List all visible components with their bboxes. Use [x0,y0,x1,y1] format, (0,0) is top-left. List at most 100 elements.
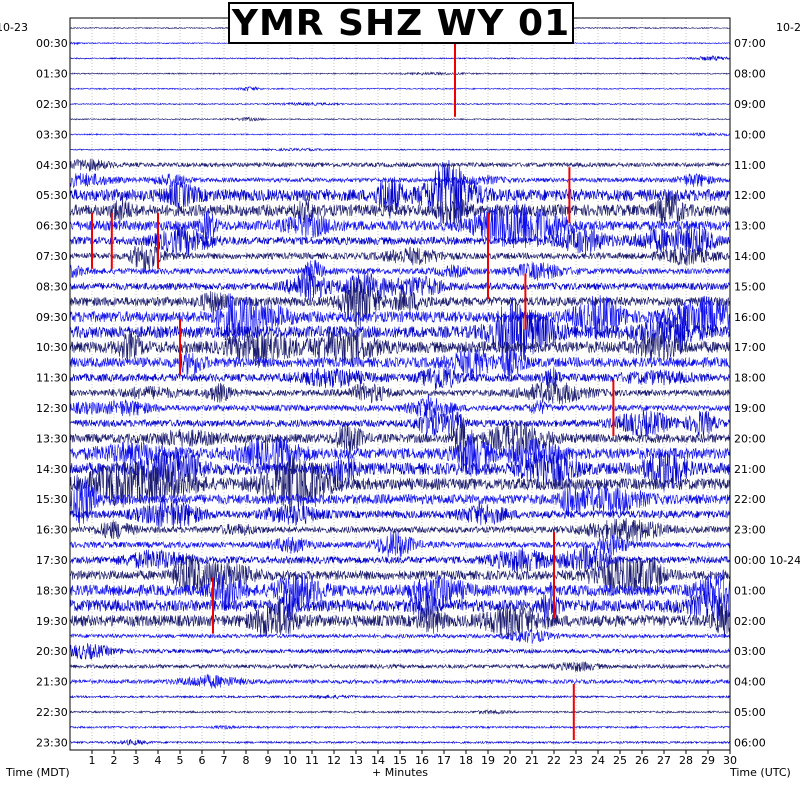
trace-row [69,553,730,596]
chart-title: YMR SHZ WY 01 [231,2,571,44]
trace-row [69,724,730,730]
x-tick-label: 8 [243,754,250,767]
left-time-label: 03:30 [36,128,68,141]
trace-row [69,517,730,542]
right-time-label: 12:00 [734,189,766,202]
x-tick-label: 18 [459,754,473,767]
trace-row [69,407,730,439]
x-tick-label: 23 [569,754,583,767]
x-tick-label: 25 [613,754,627,767]
left-time-label: 06:30 [36,220,68,233]
trace-row [69,259,730,282]
left-time-label: 13:30 [36,432,68,445]
right-time-label: 05:00 [734,706,766,719]
x-tick-label: 13 [349,754,363,767]
x-tick-label: 22 [547,754,561,767]
trace-row [69,277,730,329]
trace-row [69,244,730,272]
x-tick-label: 11 [305,754,319,767]
right-axis-title: Time (UTC) [729,766,791,779]
trace-row [69,600,730,639]
left-time-label: 04:30 [36,159,68,172]
left-time-label: 16:30 [36,524,68,537]
right-time-label: 21:00 [734,463,766,476]
left-time-label: 02:30 [36,98,68,111]
left-time-label: 18:30 [36,584,68,597]
right-time-label: 02:00 [734,615,766,628]
x-tick-label: 21 [525,754,539,767]
right-time-labels: 07:00 08:00 09:00 10:00 11:00 12:00 13:00 14:00… [734,37,800,749]
x-tick-label: 27 [657,754,671,767]
x-tick-label: 4 [155,754,162,767]
trace-row [69,101,730,107]
right-time-label: 06:00 [734,736,766,749]
right-time-label: 15:00 [734,280,766,293]
title-box: YMR SHZ WY 01 [228,2,574,44]
left-time-label: 14:30 [36,463,68,476]
left-time-label: 08:30 [36,280,68,293]
right-time-label: 16:00 [734,311,766,324]
x-tick-label: 14 [371,754,385,767]
right-time-label: 22:00 [734,493,766,506]
x-tick-label: 12 [327,754,341,767]
right-time-label: 08:00 [734,68,766,81]
trace-row [69,694,730,700]
left-date-label: 10-23 [0,21,28,34]
x-tick-label: 20 [503,754,517,767]
x-tick-label: 10 [283,754,297,767]
trace-row [69,366,730,391]
trace-row [69,147,730,152]
left-time-label: 05:30 [36,189,68,202]
trace-row [69,116,730,122]
trace-row [69,160,730,226]
x-axis-ticks: 1 2 3 4 5 6 7 8 9 10 11 12 13 14 15 16 17 18 19 20 21 22 23 24 2… [89,750,737,767]
trace-row [69,199,730,249]
trace-row [69,709,730,715]
x-tick-label: 19 [481,754,495,767]
right-time-label: 07:00 [734,37,766,50]
left-time-label: 01:30 [36,68,68,81]
trace-row [69,429,730,477]
trace-row [69,581,730,630]
trace-row [69,395,730,420]
x-tick-label: 24 [591,754,605,767]
right-time-label: 03:00 [734,645,766,658]
x-tick-label: 16 [415,754,429,767]
right-time-label: 04:00 [734,676,766,689]
trace-row [69,738,730,746]
trace-row [69,661,730,672]
left-time-label: 23:30 [36,736,68,749]
x-tick-label: 1 [89,754,96,767]
left-time-label: 00:30 [36,37,68,50]
trace-row [69,643,730,660]
x-tick-label: 29 [701,754,715,767]
left-time-label: 15:30 [36,493,68,506]
trace-row [69,455,730,513]
right-time-label: 23:00 [734,524,766,537]
trace-row [69,499,730,529]
x-tick-label: 6 [199,754,206,767]
left-time-label: 17:30 [36,554,68,567]
left-time-label: 10:30 [36,341,68,354]
trace-row [69,71,730,77]
left-time-label: 07:30 [36,250,68,263]
x-tick-label: 9 [265,754,272,767]
trace-row [69,172,730,189]
trace-row [69,293,730,343]
right-time-label: 09:00 [734,98,766,111]
trace-row [69,673,730,689]
trace-row [69,225,730,256]
trace-row [69,569,730,611]
trace-row [69,191,730,228]
x-tick-label: 5 [177,754,184,767]
right-time-label: 17:00 [734,341,766,354]
x-tick-label: 17 [437,754,451,767]
left-time-label: 22:30 [36,706,68,719]
trace-row [69,627,730,644]
trace-row [69,419,730,456]
x-tick-label: 30 [723,754,737,767]
event-marks [91,30,615,740]
trace-row [69,55,730,62]
trace-row [69,158,730,173]
